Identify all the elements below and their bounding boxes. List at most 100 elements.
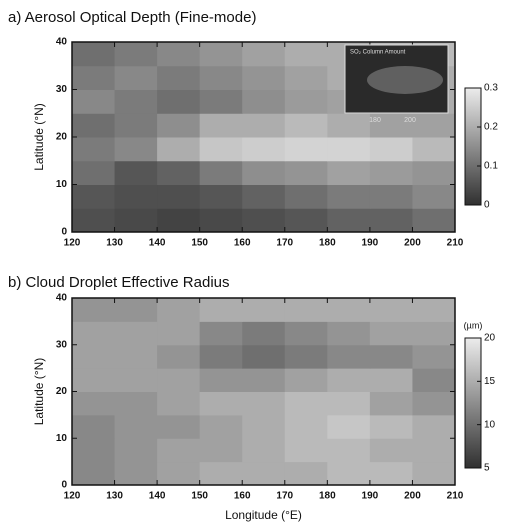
heat-cell [242,321,286,346]
heat-cell [199,113,243,138]
heat-cell [114,113,158,138]
heat-cell [72,391,116,416]
heat-cell [114,137,158,162]
heat-cell [327,160,371,185]
y-tick-label: 10 [56,433,68,444]
x-tick-label: 170 [276,491,293,502]
heat-cell [412,414,456,439]
x-tick-label: 190 [362,491,379,502]
x-tick-label: 120 [64,238,81,249]
heat-cell [327,391,371,416]
x-tick-label: 160 [234,238,251,249]
y-tick-label: 20 [56,132,68,143]
heat-cell [114,321,158,346]
heat-cell [284,344,328,369]
heat-cell [114,391,158,416]
x-tick-label: 200 [404,491,421,502]
heat-cell [114,89,158,114]
heat-cell [157,414,201,439]
heat-cell [284,461,328,486]
heat-cell [157,438,201,463]
x-tick-label: 130 [106,238,123,249]
heat-cell [114,438,158,463]
heat-cell [327,414,371,439]
heat-cell [369,414,413,439]
heat-cell [199,208,243,233]
heat-cell [72,344,116,369]
heat-cell [369,184,413,209]
heat-cell [327,461,371,486]
colorbar-tick-label: 5 [484,463,490,474]
x-tick-label: 140 [149,491,166,502]
heat-cell [157,113,201,138]
heat-cell [157,137,201,162]
heat-cell [114,414,158,439]
y-tick-label: 40 [56,293,68,304]
heat-cell [327,208,371,233]
y-axis-label: Latitude (°N) [32,358,46,426]
heat-cell [72,298,116,322]
heat-cell [327,137,371,162]
heat-cell [284,137,328,162]
heat-cell [199,344,243,369]
heat-cell [242,298,286,322]
heat-cell [284,414,328,439]
heat-cell [114,65,158,90]
heat-cell [284,368,328,392]
heat-cell [327,368,371,392]
heat-cell [369,137,413,162]
heat-cell [72,160,116,185]
heat-cell [412,184,456,209]
x-tick-label: 140 [149,238,166,249]
heat-cell [199,321,243,346]
heat-cell [157,391,201,416]
inset-tick-label: 180 [369,117,381,124]
heat-cell [242,461,286,486]
heat-cell [199,438,243,463]
heat-cell [412,137,456,162]
heat-cell [199,160,243,185]
heat-cell [327,344,371,369]
heat-cell [412,368,456,392]
heat-cell [327,113,371,138]
colorbar-tick-label: 15 [484,376,496,387]
heat-cell [369,113,413,138]
heat-cell [369,321,413,346]
heat-cell [242,391,286,416]
y-tick-label: 0 [61,227,67,238]
heat-cell [412,461,456,486]
heat-cell [242,42,286,67]
colorbar-tick-label: 0.1 [484,161,498,172]
x-tick-label: 130 [106,491,123,502]
x-tick-label: 200 [404,238,421,249]
heat-cell [157,65,201,90]
heat-cell [327,438,371,463]
heat-cell [157,89,201,114]
heat-cell [242,344,286,369]
heat-cell [369,391,413,416]
inset-title: SO₂ Column Amount [350,50,406,56]
heat-cell [114,160,158,185]
heat-cell [284,65,328,90]
heat-cell [284,298,328,322]
heat-cell [72,461,116,486]
heat-cell [199,391,243,416]
y-tick-label: 0 [61,480,67,491]
heat-cell [369,438,413,463]
heat-cell [242,137,286,162]
heat-cell [284,208,328,233]
heat-cell [412,344,456,369]
heat-cell [199,184,243,209]
y-tick-label: 30 [56,339,68,350]
colorbar-unit: (µm) [464,320,483,330]
colorbar-tick-label: 0.2 [484,122,498,133]
heat-cell [199,368,243,392]
y-tick-label: 20 [56,386,68,397]
heat-cell [114,184,158,209]
x-tick-label: 180 [319,238,336,249]
heat-cell [199,42,243,67]
x-tick-label: 180 [319,491,336,502]
heat-cell [369,298,413,322]
heat-cell [369,368,413,392]
